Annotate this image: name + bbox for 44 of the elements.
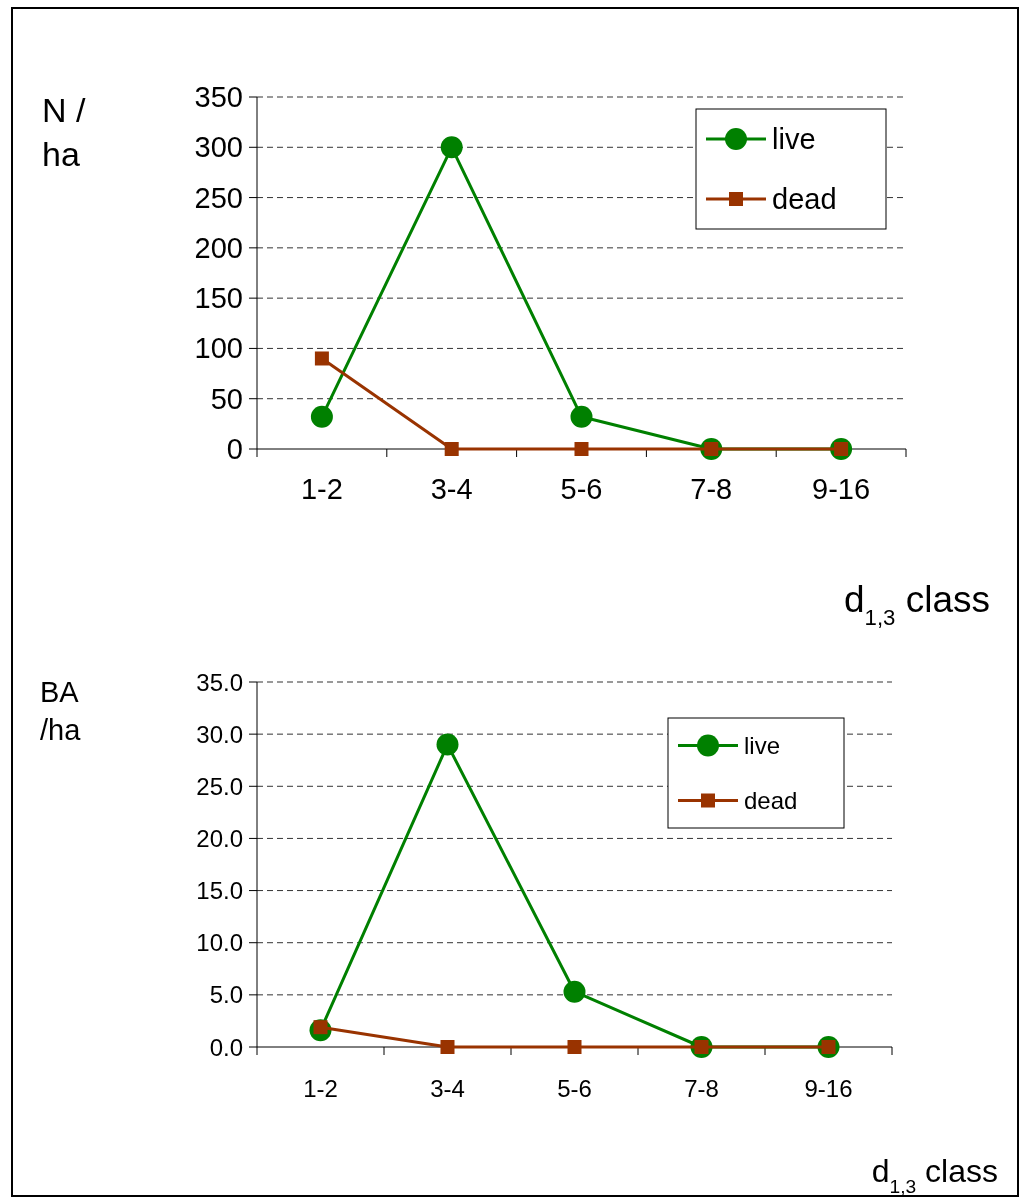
y-tick-label: 0 [226,433,243,465]
x-axis-title: d$_{1,3}$ class [844,579,990,630]
x-tick-label: 5-6 [560,473,603,505]
point [574,442,589,456]
y-tick-label: 25.0 [196,772,243,800]
y-tick-label: 0.0 [209,1033,243,1061]
legend-label: dead [744,787,798,814]
point [444,442,459,456]
point [570,405,593,428]
point [310,405,333,428]
legend-label: dead [772,183,837,215]
point [314,351,329,366]
y-tick-label: 50 [210,382,243,415]
y-tick-label: 250 [194,181,243,214]
y-tick-label: 200 [194,231,243,264]
y-tick-label: 5.0 [209,981,243,1009]
x-tick-label: 9-16 [812,473,871,505]
y-tick-label: 10.0 [196,929,243,957]
x-axis-title: d$_{1,3}$ class [871,1153,998,1197]
y-axis-title: N / ha [42,90,86,174]
point [436,733,459,756]
point [440,1040,455,1054]
y-tick-label: 35.0 [196,668,243,696]
y-tick-label: 350 [194,81,243,113]
x-tick-label: 3-4 [430,473,473,505]
y-tick-label: 300 [194,131,243,164]
x-tick-label: 7-8 [684,1075,719,1102]
x-tick-label: 1-2 [300,473,343,505]
y-tick-label: 20.0 [196,824,243,852]
x-tick-label: 3-4 [430,1075,465,1102]
x-tick-label: 7-8 [690,473,733,505]
legend-label: live [744,732,781,759]
point [567,1040,582,1054]
x-tick-label: 5-6 [557,1075,592,1102]
x-tick-label: 9-16 [804,1075,853,1102]
legend-label: live [772,123,816,155]
x-tick-label: 1-2 [303,1075,338,1102]
point [440,136,463,159]
y-tick-label: 150 [194,282,243,315]
point [563,980,586,1003]
y-tick-label: 30.0 [196,720,243,748]
y-tick-label: 15.0 [196,877,243,905]
y-tick-label: 100 [194,332,243,365]
y-axis-title: BA /ha [40,676,82,746]
